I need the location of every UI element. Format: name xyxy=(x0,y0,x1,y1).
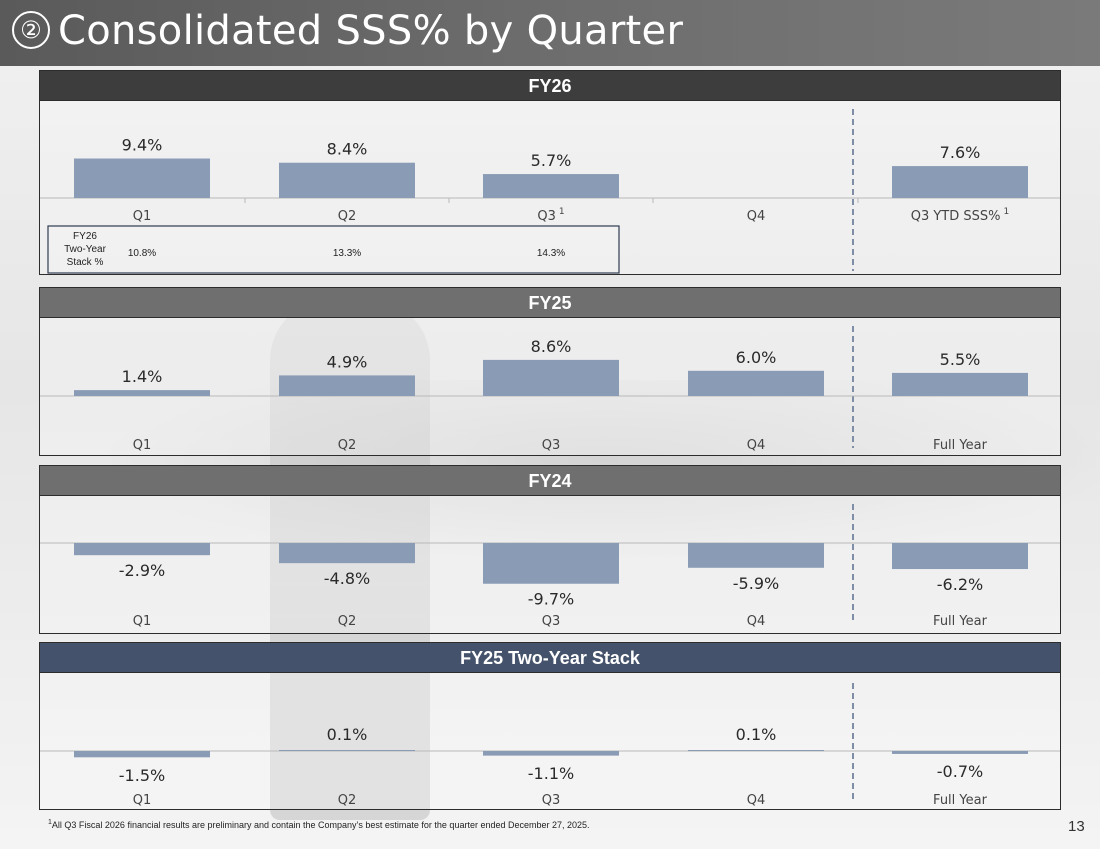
bar-q3 xyxy=(483,174,619,198)
data-label: -9.7% xyxy=(528,590,574,609)
data-label: -6.2% xyxy=(937,575,983,594)
page-title-text: Consolidated SSS% by Quarter xyxy=(58,8,684,54)
category-label: Q3 1 xyxy=(537,207,564,224)
data-label: 9.4% xyxy=(122,136,163,155)
data-label: -2.9% xyxy=(119,561,165,580)
fy25-panel: FY25 1.4% Q1 4.9% Q2 8.6% Q3 6.0% Q4 5.5% Full Ye… xyxy=(39,287,1061,456)
data-label: 5.5% xyxy=(940,350,981,369)
data-label: -5.9% xyxy=(733,574,779,593)
category-label: Q3 xyxy=(542,614,561,629)
footnote-marker: 1 xyxy=(48,819,52,826)
footnote-ref: 1 xyxy=(559,207,565,217)
bar-q1 xyxy=(74,543,210,556)
two-year-stack-label: Stack % xyxy=(67,257,104,268)
fy24-panel: FY24 -2.9% Q1 -4.8% Q2 -9.7% Q3 -5.9% Q4 -6.2% Fu… xyxy=(39,465,1061,634)
data-label: -0.7% xyxy=(937,762,983,781)
bar-q2 xyxy=(279,375,415,396)
fy24-chart: -2.9% Q1 -4.8% Q2 -9.7% Q3 -5.9% Q4 -6.2% Full Ye… xyxy=(40,504,1060,629)
fy24-header: FY24 xyxy=(40,466,1060,496)
category-label: Q4 xyxy=(747,209,766,224)
category-label: Full Year xyxy=(933,438,988,453)
category-label: Q1 xyxy=(133,614,152,629)
bar-q3-ytd-sss- xyxy=(892,166,1028,198)
data-label: 6.0% xyxy=(736,348,777,367)
category-label: Q4 xyxy=(747,614,766,629)
section-number-badge: ② xyxy=(12,11,50,49)
data-label: 7.6% xyxy=(940,143,981,162)
data-label: 8.6% xyxy=(531,337,572,356)
bar-full-year xyxy=(892,372,1028,396)
data-label: -4.8% xyxy=(324,569,370,588)
category-label: Q1 xyxy=(133,793,152,808)
category-label: Q1 xyxy=(133,209,152,224)
data-label: 5.7% xyxy=(531,151,572,170)
category-label: Q2 xyxy=(338,209,357,224)
data-label: 4.9% xyxy=(327,352,368,371)
two-year-stack-label: Two-Year xyxy=(64,244,107,255)
bar-q1 xyxy=(74,390,210,396)
bar-full-year xyxy=(892,751,1028,754)
page-title: ② Consolidated SSS% by Quarter xyxy=(12,8,683,54)
bar-q1 xyxy=(74,158,210,198)
fy25-two-year-stack-chart: -1.5% Q1 0.1% Q2 -1.1% Q3 0.1% Q4 -0.7% Full Year xyxy=(40,683,1060,808)
fy25-header: FY25 xyxy=(40,288,1060,318)
data-label: 0.1% xyxy=(327,725,368,744)
data-label: 0.1% xyxy=(736,725,777,744)
category-label: Q1 xyxy=(133,438,152,453)
category-label: Q3 YTD SSS% 1 xyxy=(911,207,1010,224)
page-number: 13 xyxy=(1068,818,1085,835)
fy25-chart: 1.4% Q1 4.9% Q2 8.6% Q3 6.0% Q4 5.5% Full Year xyxy=(40,326,1060,453)
bar-q4 xyxy=(688,543,824,568)
category-label: Q2 xyxy=(338,614,357,629)
two-year-stack-value: 13.3% xyxy=(333,248,361,259)
footnote-text: All Q3 Fiscal 2026 financial results are… xyxy=(51,820,590,830)
category-label: Q2 xyxy=(338,438,357,453)
bar-q4 xyxy=(688,370,824,396)
data-label: -1.5% xyxy=(119,766,165,785)
fy25-two-year-stack-header: FY25 Two-Year Stack xyxy=(40,643,1060,673)
bar-q2 xyxy=(279,750,415,751)
category-label: Q3 xyxy=(542,438,561,453)
bar-full-year xyxy=(892,543,1028,570)
data-label: -1.1% xyxy=(528,764,574,783)
category-label: Full Year xyxy=(933,614,988,629)
category-label: Full Year xyxy=(933,793,988,808)
bar-q1 xyxy=(74,751,210,758)
bar-q3 xyxy=(483,359,619,396)
fy26-panel: FY26 9.4% Q1 8.4% Q2 5.7% Q3 1 Q4 7.6% Q3 YTD SSS… xyxy=(39,70,1061,275)
bar-q2 xyxy=(279,162,415,198)
two-year-stack-value: 10.8% xyxy=(128,248,156,259)
data-label: 8.4% xyxy=(327,140,368,159)
category-label: Q4 xyxy=(747,438,766,453)
footnote-ref: 1 xyxy=(1004,207,1010,217)
bar-q2 xyxy=(279,543,415,564)
title-bar: ② Consolidated SSS% by Quarter xyxy=(0,0,1100,66)
bar-q4 xyxy=(688,750,824,751)
bar-q3 xyxy=(483,543,619,584)
two-year-stack-box xyxy=(47,225,620,274)
fy25-two-year-stack-panel: FY25 Two-Year Stack -1.5% Q1 0.1% Q2 -1.1% Q3… xyxy=(39,642,1061,810)
footnote: 1All Q3 Fiscal 2026 financial results ar… xyxy=(48,819,590,830)
two-year-stack-value: 14.3% xyxy=(537,248,565,259)
category-label: Q3 xyxy=(542,793,561,808)
bar-q3 xyxy=(483,751,619,756)
fy26-chart: 9.4% Q1 8.4% Q2 5.7% Q3 1 Q4 7.6% Q3 YTD SSS% 1 FY2… xyxy=(40,109,1060,274)
fy26-header: FY26 xyxy=(40,71,1060,101)
category-label: Q2 xyxy=(338,793,357,808)
data-label: 1.4% xyxy=(122,367,163,386)
category-label: Q4 xyxy=(747,793,766,808)
two-year-stack-label: FY26 xyxy=(73,231,97,242)
